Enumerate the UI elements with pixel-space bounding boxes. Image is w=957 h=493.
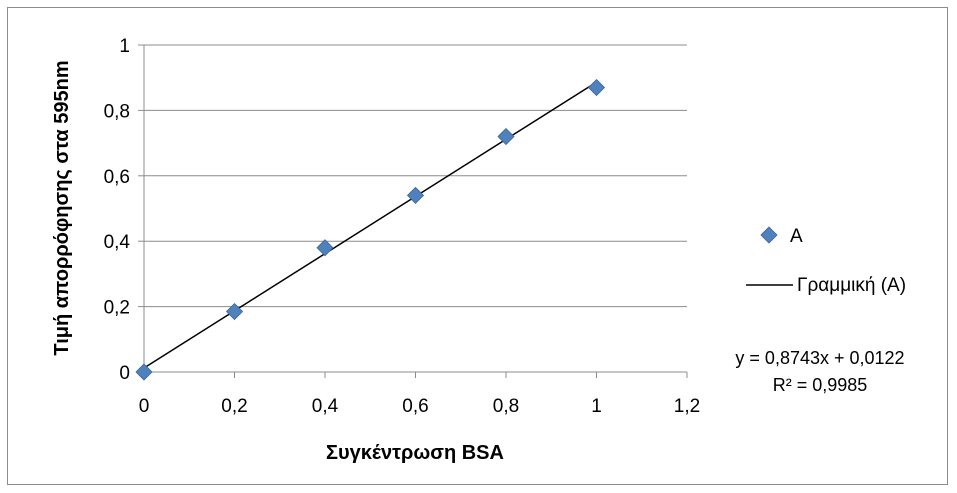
x-axis-title: Συγκέντρωση BSA <box>326 442 504 464</box>
axes <box>138 44 688 378</box>
data-point-3 <box>406 186 425 204</box>
trendline <box>143 81 597 369</box>
data-point-1 <box>225 302 244 321</box>
gridlines <box>144 44 687 308</box>
data-point-0 <box>135 363 153 381</box>
y-axis-title: Τιμή απορρόφησης στα 595nm <box>51 60 73 355</box>
x-tick-label-2: 0,4 <box>312 396 339 417</box>
data-point-4 <box>497 127 515 146</box>
x-tick-label-3: 0,6 <box>402 396 428 417</box>
y-tick-label-1: 0,2 <box>104 298 130 319</box>
x-tick-label-6: 1,2 <box>674 396 700 417</box>
y-tick-label-0: 0 <box>119 363 130 384</box>
legend: A Γραμμική (A) <box>746 226 906 296</box>
data-points <box>135 78 606 381</box>
x-tick-label-4: 0,8 <box>493 396 519 417</box>
y-tick-label-4: 0,8 <box>104 101 130 122</box>
tick-labels: 0 0,2 0,4 0,6 0,8 1 0 0,2 0,4 0,6 0,8 1 1,2 <box>104 36 701 417</box>
trendline-r-squared: R² = 0,9985 <box>773 375 868 395</box>
chart-frame <box>7 7 948 485</box>
trendline-group <box>143 81 597 369</box>
data-point-5 <box>587 78 606 97</box>
x-tick-label-0: 0 <box>139 396 150 417</box>
y-tick-label-3: 0,6 <box>104 167 130 188</box>
legend-marker-diamond <box>760 226 778 244</box>
x-tick-label-5: 1 <box>591 396 602 417</box>
legend-label-series-a: A <box>790 226 803 247</box>
y-tick-label-2: 0,4 <box>104 232 131 253</box>
trendline-equation: y = 0,8743x + 0,0122 <box>735 348 904 368</box>
legend-label-trendline: Γραμμική (A) <box>797 275 906 296</box>
x-tick-label-1: 0,2 <box>221 396 247 417</box>
y-tick-label-5: 1 <box>119 36 130 57</box>
data-point-2 <box>316 239 334 257</box>
